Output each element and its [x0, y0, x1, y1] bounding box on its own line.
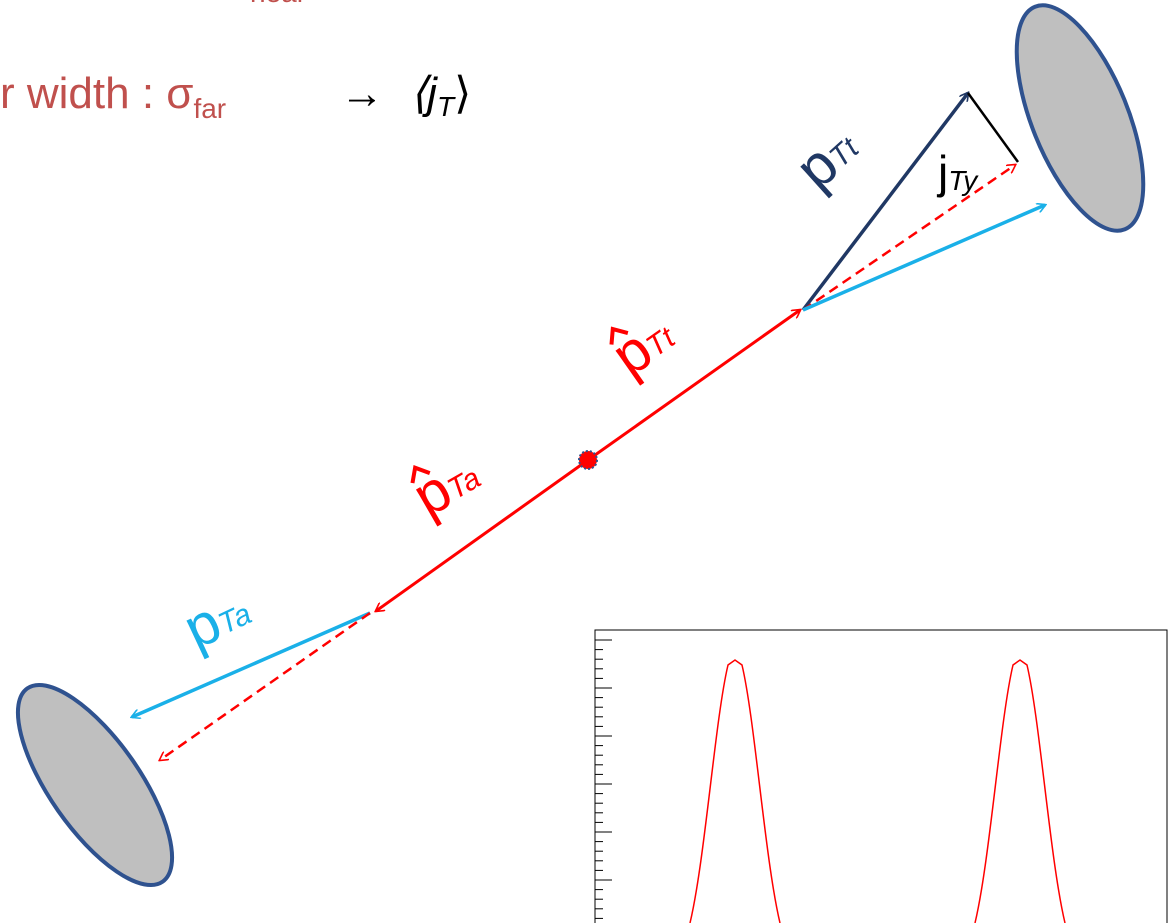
vertex [578, 450, 598, 470]
header-line2: r width : σfar → ⟨jT⟩ [0, 69, 471, 124]
hat [410, 464, 431, 484]
assoc-vector [132, 611, 371, 717]
bracket: ⟩ [454, 69, 471, 118]
subscript: T [459, 0, 478, 2]
subscript: Ty [948, 165, 979, 196]
header-line1: near ⟨j T ⟩ [250, 0, 506, 12]
subscript: T [437, 91, 456, 122]
jt-vector [966, 92, 1020, 163]
assoc-axis [376, 458, 589, 611]
peak [689, 659, 781, 923]
jet-ellipse [15, 682, 175, 888]
peak [974, 659, 1066, 923]
label-phat-ta: pTa [402, 441, 490, 530]
label-j-ty: jTy [936, 146, 979, 198]
hat [609, 326, 629, 345]
label-phat-tt: pTt [600, 301, 687, 389]
jet-ellipse [1014, 3, 1146, 233]
trigger-dashed [802, 165, 1015, 312]
arrow: → [340, 69, 384, 118]
trigger-axis [587, 310, 800, 462]
label-p-tt: pTt [783, 113, 872, 202]
subscript: far [193, 93, 226, 124]
subscript: near [250, 0, 306, 8]
bracket: ⟨j [410, 69, 438, 118]
assoc-dashed [160, 611, 371, 760]
label-p-ta: pTa [174, 576, 260, 662]
base: j [936, 146, 948, 198]
inset-frame [594, 629, 1168, 923]
trigger-vector [801, 93, 968, 312]
text: r width : σ [0, 69, 193, 118]
inset-plot [594, 629, 1168, 923]
trigger-light [802, 205, 1045, 312]
